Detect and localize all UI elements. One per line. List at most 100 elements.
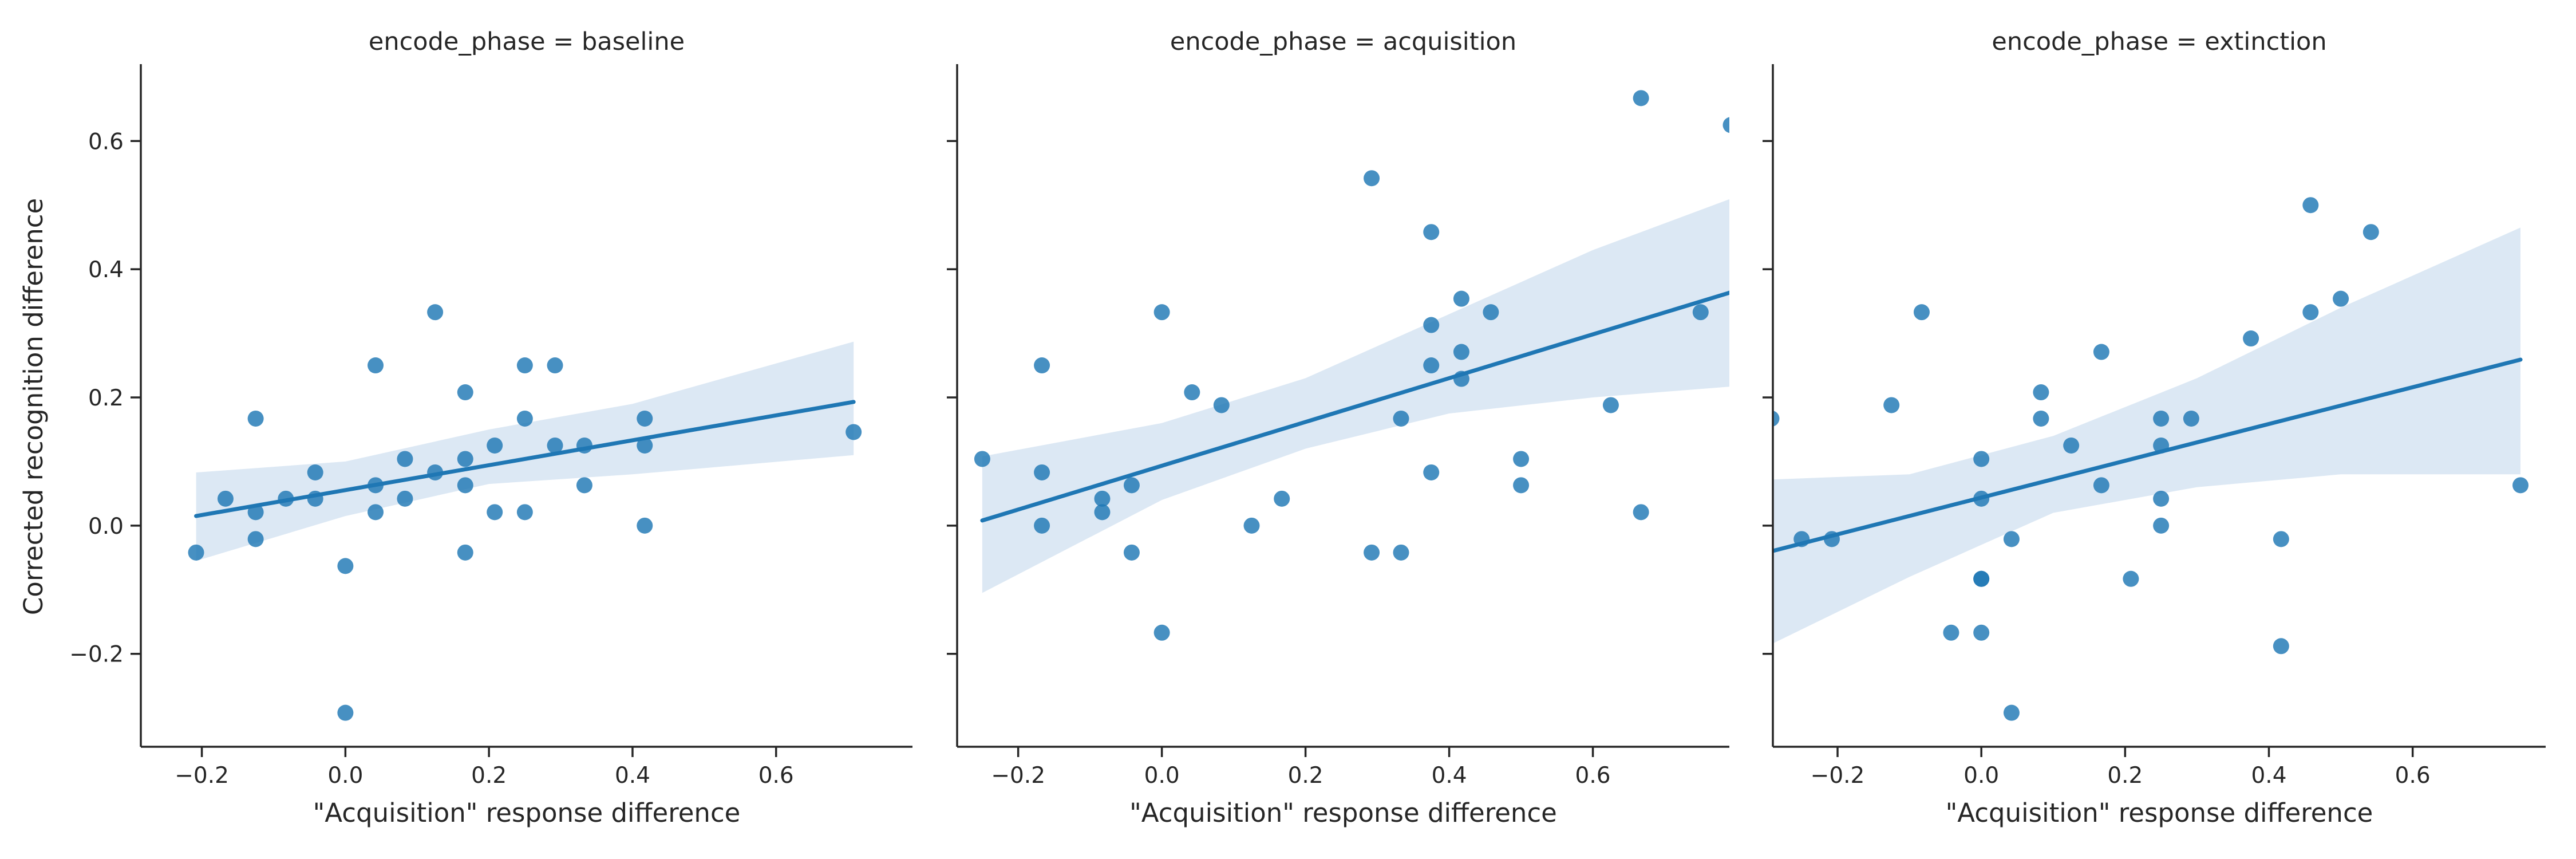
data-point [1153,304,1170,321]
panel-3: −0.2 0.0 0.2 0.4 0.6 encode_phase = extinctio… [1763,27,2546,828]
x-tick-label: 0.6 [1575,763,1611,789]
x-tick-label: 0.0 [327,763,363,789]
data-point [1243,517,1260,534]
regression-line [194,400,856,518]
data-point [1602,397,1619,413]
x-tick-label: 0.0 [1963,763,1999,789]
plot-area [974,90,1729,641]
data-point [457,384,473,401]
data-point [846,424,862,440]
data-point [516,357,533,374]
data-point [2123,570,2139,587]
data-point [2003,704,2020,721]
regression-line [980,290,1729,523]
data-point [1123,544,1140,561]
x-tick-label: 0.0 [1144,763,1180,789]
data-point [2153,517,2170,534]
data-point [1094,490,1111,507]
data-point [2512,477,2529,494]
data-point [2093,477,2109,494]
data-point [1393,410,1409,427]
data-point [337,558,354,574]
x-tick-label: 0.6 [2395,763,2431,789]
data-point [2333,290,2349,307]
y-axis-label: Corrected recognition difference [18,198,49,615]
data-point [487,437,503,454]
data-point [1423,357,1440,374]
data-point [1633,504,1649,521]
data-point [1633,90,1649,107]
y-tick-label: 0.0 [88,514,124,539]
data-point [1513,451,1530,467]
data-point [368,504,384,521]
confidence-band [982,199,1729,593]
data-point [2153,490,2170,507]
data-point [1364,170,1380,187]
x-tick-label: −0.2 [175,763,229,789]
panel-2: −0.2 0.0 0.2 0.4 0.6 encode_phase = acquisiti… [947,27,1729,828]
data-point [516,410,533,427]
y-tick-label: 0.2 [88,385,124,411]
data-point [457,451,473,467]
y-tick-label: 0.4 [88,257,124,283]
x-tick-label: 0.6 [758,763,794,789]
data-point [1423,224,1440,241]
data-point [1943,624,1959,641]
data-point [2093,344,2109,360]
data-point [427,304,444,321]
data-point [974,451,990,467]
data-point [1453,290,1469,307]
data-point [1184,384,1200,401]
data-point [2153,410,2170,427]
plot-area [188,304,862,721]
data-point [337,704,354,721]
data-point [1393,544,1409,561]
y-tick-label: −0.2 [69,642,124,668]
data-point [2273,638,2289,655]
x-tick-label: −0.2 [1811,763,1865,789]
data-point [188,544,204,561]
data-point [487,504,503,521]
data-point [1034,357,1050,374]
data-point [1364,544,1380,561]
data-point [2302,197,2319,214]
data-point [397,451,413,467]
data-point [516,504,533,521]
panel-1: −0.2 0.0 0.2 0.4 0.6 −0.2 0.0 0.2 0.4 0.6 encode_p… [69,27,912,828]
data-point [1423,464,1440,480]
data-point [1483,304,1499,321]
data-point [368,357,384,374]
data-point [397,490,413,507]
data-point [637,517,653,534]
data-point [1453,344,1469,360]
data-point [247,410,264,427]
plot-area [1773,197,2529,721]
data-point [1773,411,1780,427]
data-point [2003,531,2020,547]
data-point [1213,397,1230,413]
confidence-band [196,341,854,561]
data-point [2273,531,2289,547]
data-point [1034,464,1050,480]
data-point [1883,397,1900,413]
data-point [1692,304,1709,321]
confidence-band [1773,227,2520,644]
facet-title: encode_phase = baseline [369,27,685,56]
data-point [217,490,234,507]
data-point [637,437,653,454]
x-axis-label: "Acquisition" response difference [313,798,741,828]
data-point [457,544,473,561]
data-point [2362,224,2379,241]
data-point [1153,624,1170,641]
y-tick-label: 0.6 [88,129,124,155]
data-point [2243,330,2259,347]
data-point [2183,410,2199,427]
x-tick-label: 0.4 [2251,763,2286,789]
data-point [2033,384,2049,401]
data-point [247,531,264,547]
data-point [576,477,592,494]
data-point [1423,317,1440,333]
data-point [457,477,473,494]
data-point [1274,490,1290,507]
x-axis-label: "Acquisition" response difference [1946,798,2373,828]
